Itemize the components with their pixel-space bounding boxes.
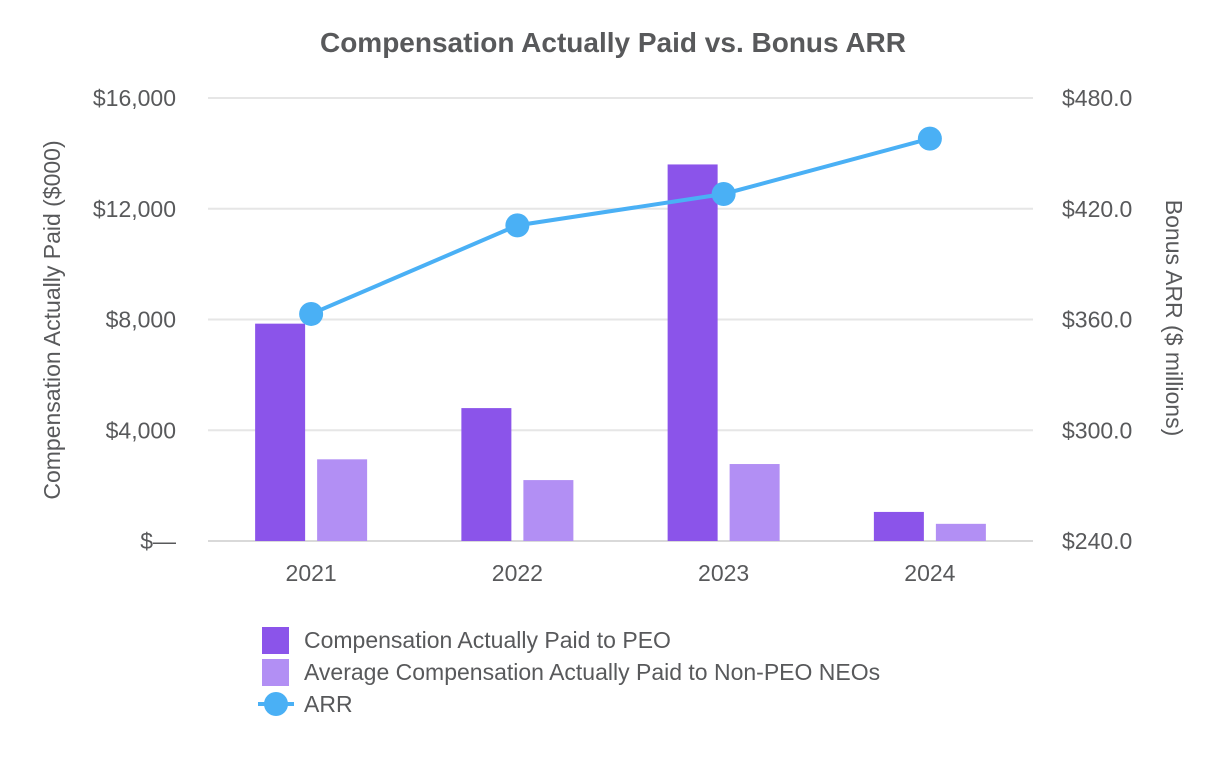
left-tick-label: $— [140,528,176,554]
legend-swatch [262,659,289,686]
legend-label: ARR [304,691,353,717]
legend-marker [264,692,288,716]
arr-point [299,301,324,326]
bar [873,511,924,541]
bars [255,164,986,541]
bar [255,323,306,541]
bar [935,523,986,541]
x-tick-label: 2023 [698,560,749,586]
left-tick-label: $12,000 [93,196,176,222]
legend-label: Compensation Actually Paid to PEO [304,627,671,653]
right-tick-label: $420.0 [1062,196,1132,222]
x-axis-ticks: 2021 2022 2023 2024 [286,560,956,586]
bar [317,459,368,541]
arr-point [917,126,942,151]
bar [461,408,512,541]
arr-line [299,126,942,326]
left-tick-label: $16,000 [93,85,176,111]
legend-label: Average Compensation Actually Paid to No… [304,659,880,685]
right-tick-label: $480.0 [1062,85,1132,111]
left-axis-label: Compensation Actually Paid ($000) [39,140,65,499]
chart-title: Compensation Actually Paid vs. Bonus ARR [320,27,906,58]
x-tick-label: 2021 [286,560,337,586]
x-tick-label: 2022 [492,560,543,586]
bar [729,464,780,541]
left-axis-ticks: $— $4,000 $8,000 $12,000 $16,000 [93,85,176,554]
arr-point [711,181,736,206]
arr-point [505,213,530,238]
right-tick-label: $360.0 [1062,307,1132,333]
right-tick-label: $300.0 [1062,417,1132,443]
right-tick-label: $240.0 [1062,528,1132,554]
x-tick-label: 2024 [904,560,955,586]
bar [667,164,718,541]
arr-line-path [310,136,931,316]
left-tick-label: $8,000 [106,307,176,333]
legend-swatch [262,627,289,654]
legend: Compensation Actually Paid to PEO Average… [258,627,880,717]
left-tick-label: $4,000 [106,417,176,443]
bar [523,480,574,541]
right-axis-ticks: $240.0 $300.0 $360.0 $420.0 $480.0 [1062,85,1132,554]
right-axis-label: Bonus ARR ($ millions) [1161,200,1187,436]
